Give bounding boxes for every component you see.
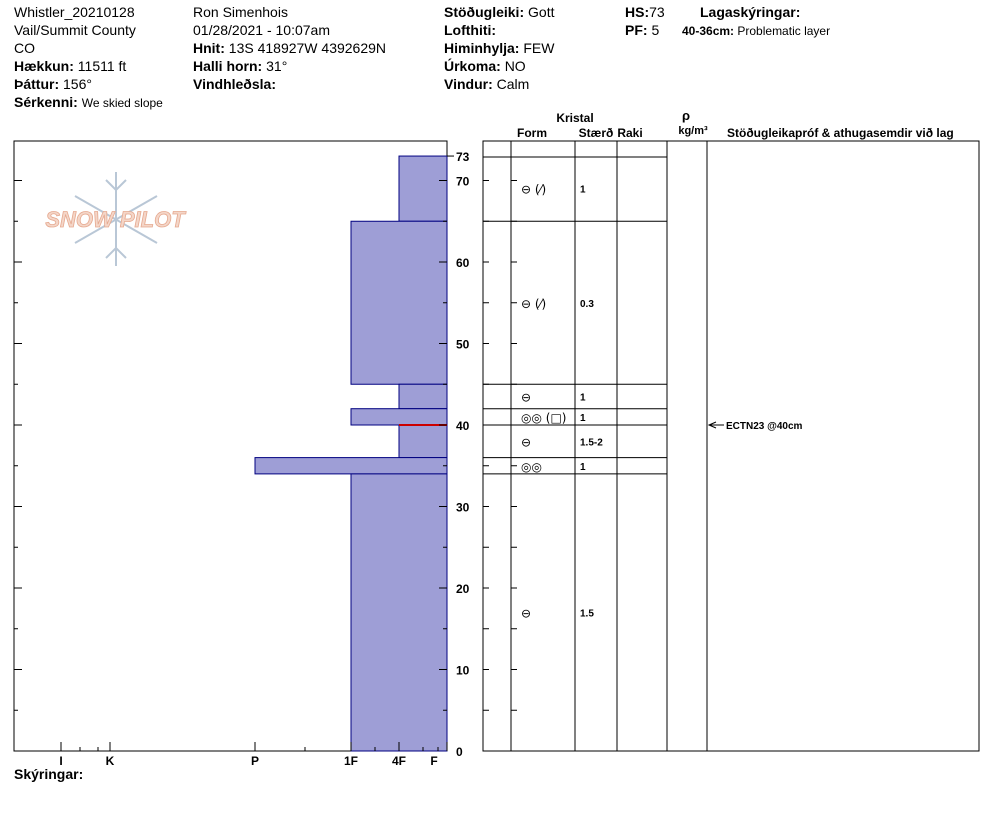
crystal-form-symbol: ⊖ [521, 390, 531, 404]
coords-value: 13S 418927W 4392629N [228, 40, 387, 56]
coords-label: Hnit: [193, 40, 225, 56]
header-size: Stærð [579, 126, 614, 140]
slope-value: 31° [266, 58, 288, 74]
wind-label: Vindur: [444, 76, 493, 92]
depth-tick-label: 20 [456, 582, 470, 596]
depth-top-label: 73 [456, 150, 470, 164]
layer-table-frame [482, 140, 980, 752]
depth-tick-label: 40 [456, 419, 470, 433]
aspect-label: Þáttur: [14, 76, 60, 92]
crystal-form-symbol: ⊖ (⁄) [521, 183, 546, 197]
precip-row: Úrkoma: NO [444, 57, 526, 75]
header-kristal: Kristal [556, 111, 593, 125]
hardness-layer-bar [350, 473, 448, 752]
state: CO [14, 40, 35, 56]
crystal-form-symbol: ⊖ [521, 435, 531, 449]
stability-label: Stöðugleiki: [444, 4, 525, 20]
elevation-label: Hækkun: [14, 58, 74, 74]
observer: Ron Simenhois [193, 4, 288, 20]
wind-value: Calm [496, 76, 530, 92]
aspect-value: 156° [63, 76, 92, 92]
crystal-size-value: 1 [580, 185, 586, 196]
hardness-tick-label: 1F [344, 754, 358, 768]
elevation-value: 11511 ft [77, 58, 127, 74]
hardness-layer-bar [398, 424, 448, 459]
hardness-tick-label: 4F [392, 754, 406, 768]
hs-value: 73 [649, 4, 665, 20]
test-arrow-icon [707, 421, 717, 429]
header-form: Form [517, 126, 547, 140]
pf-label: PF: [625, 22, 648, 38]
wind-row: Vindur: Calm [444, 75, 529, 93]
header-moisture: Raki [617, 126, 642, 140]
crystal-size-value: 1.5-2 [580, 437, 603, 448]
features-label: Sérkenni: [14, 94, 78, 110]
pf-value: 5 [651, 22, 660, 38]
features-row: Sérkenni: We skied slope [14, 93, 163, 112]
aspect-row: Þáttur: 156° [14, 75, 92, 93]
slope-label: Halli horn: [193, 58, 263, 74]
crystal-size-value: 1 [580, 462, 586, 473]
crystal-form-symbol: ⊖ (⁄) [521, 297, 546, 311]
hardness-layer-bar [254, 457, 448, 475]
depth-tick-label: 30 [456, 501, 470, 515]
hardness-tick-label: F [430, 754, 437, 768]
features-value: We skied slope [81, 96, 163, 110]
sky-row: Himinhylja: FEW [444, 39, 554, 57]
air-temp-row: Lofthiti: [444, 21, 496, 39]
stability-row: Stöðugleiki: Gott [444, 3, 554, 21]
crystal-size-value: 1 [580, 392, 586, 403]
crystal-form-symbol: ◎◎ (□) [521, 411, 566, 425]
hs-row: HS:73 [625, 3, 665, 21]
hardness-layer-bar [350, 408, 448, 426]
stability-value: Gott [528, 4, 555, 20]
pf-row: PF: 5 [625, 21, 659, 39]
depth-tick-label: 50 [456, 338, 470, 352]
crystal-size-value: 1.5 [580, 608, 594, 619]
precip-label: Úrkoma: [444, 58, 501, 74]
crystal-form-symbol: ◎◎ [521, 460, 542, 474]
logo-text: SNOW PILOT [45, 207, 186, 232]
snowpilot-logo: SNOW PILOT [45, 172, 187, 266]
coords-row: Hnit: 13S 418927W 4392629N [193, 39, 386, 57]
sky-label: Himinhylja: [444, 40, 520, 56]
depth-tick-label: 0 [456, 745, 463, 759]
hardness-layer-bar [398, 155, 448, 222]
layer-note: 40-36cm: Problematic layer [682, 22, 830, 40]
hardness-tick-label: K [106, 754, 115, 768]
slope-row: Halli horn: 31° [193, 57, 287, 75]
hs-label: HS: [625, 4, 650, 20]
location: Vail/Summit County [14, 22, 136, 38]
layer-note-range: 40-36cm: [682, 24, 735, 38]
crystal-form-symbol: ⊖ [521, 606, 531, 620]
snowflake-icon [74, 172, 158, 266]
site-name: Whistler_20210128 [14, 4, 135, 20]
elevation-row: Hækkun: 11511 ft [14, 57, 126, 75]
header-rho: ρ [682, 108, 690, 123]
hardness-tick-label: P [251, 754, 259, 768]
depth-tick-label: 10 [456, 664, 470, 678]
wind-loading-label: Vindhleðsla: [193, 76, 276, 92]
crystal-size-value: 1 [580, 413, 586, 424]
sky-value: FEW [523, 40, 555, 56]
depth-tick-label: 70 [456, 175, 470, 189]
air-temp-label: Lofthiti: [444, 22, 497, 38]
layer-notes-label: Lagaskýringar: [700, 4, 801, 20]
hardness-tick-label: I [59, 754, 62, 768]
precip-value: NO [504, 58, 526, 74]
layer-note-text: Problematic layer [737, 24, 831, 38]
depth-tick-label: 60 [456, 256, 470, 270]
hardness-layer-bar [398, 383, 448, 410]
comments-label: Skýringar: [14, 766, 84, 782]
crystal-size-value: 0.3 [580, 299, 594, 310]
wind-loading-row: Vindhleðsla: [193, 75, 276, 93]
stability-test-label: ECTN23 @40cm [726, 421, 803, 432]
header-density-unit: kg/m³ [678, 125, 708, 137]
header-tests: Stöðugleikapróf & athugasemdir við lag [727, 126, 954, 140]
datetime: 01/28/2021 - 10:07am [193, 22, 330, 38]
hardness-layer-bar [350, 220, 448, 385]
